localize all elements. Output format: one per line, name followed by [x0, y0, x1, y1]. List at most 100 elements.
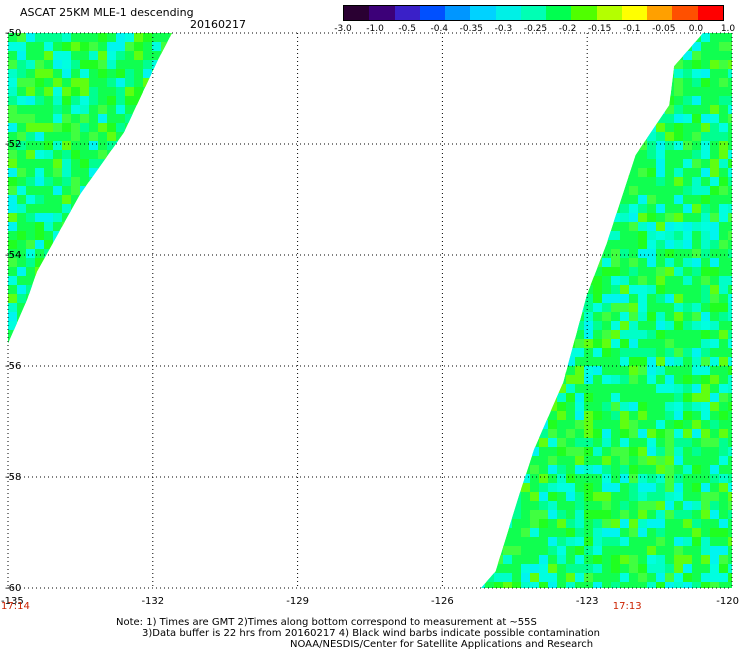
swath-cell	[332, 276, 341, 285]
swath-cell	[674, 33, 683, 42]
swath-cell	[656, 132, 665, 141]
swath-cell	[449, 492, 458, 501]
swath-cell	[197, 312, 206, 321]
swath-cell	[296, 339, 305, 348]
swath-cell	[17, 51, 26, 60]
swath-cell	[584, 321, 593, 330]
swath-cell	[386, 357, 395, 366]
swath-cell	[377, 348, 386, 357]
swath-cell	[359, 123, 368, 132]
swath-cell	[422, 258, 431, 267]
swath-cell	[107, 402, 116, 411]
swath-cell	[215, 384, 224, 393]
swath-cell	[206, 141, 215, 150]
swath-cell	[62, 465, 71, 474]
swath-cell	[287, 267, 296, 276]
swath-cell	[125, 195, 134, 204]
swath-cell	[251, 177, 260, 186]
swath-cell	[53, 168, 62, 177]
swath-cell	[251, 330, 260, 339]
swath-cell	[485, 123, 494, 132]
swath-cell	[431, 366, 440, 375]
swath-cell	[332, 240, 341, 249]
swath-cell	[134, 42, 143, 51]
swath-cell	[296, 231, 305, 240]
swath-cell	[440, 60, 449, 69]
swath-cell	[260, 447, 269, 456]
swath-cell	[251, 105, 260, 114]
swath-cell	[458, 411, 467, 420]
swath-cell	[350, 483, 359, 492]
swath-cell	[449, 402, 458, 411]
swath-cell	[278, 348, 287, 357]
swath-cell	[494, 96, 503, 105]
swath-cell	[161, 393, 170, 402]
swath-cell	[701, 168, 710, 177]
swath-cell	[332, 105, 341, 114]
swath-cell	[260, 393, 269, 402]
swath-cell	[242, 141, 251, 150]
swath-cell	[53, 231, 62, 240]
swath-cell	[521, 312, 530, 321]
swath-cell	[665, 240, 674, 249]
swath-cell	[602, 204, 611, 213]
swath-cell	[62, 582, 71, 591]
swath-cell	[35, 402, 44, 411]
swath-cell	[278, 141, 287, 150]
swath-cell	[224, 375, 233, 384]
swath-cell	[521, 258, 530, 267]
swath-cell	[431, 51, 440, 60]
swath-cell	[494, 420, 503, 429]
swath-cell	[359, 132, 368, 141]
swath-cell	[422, 150, 431, 159]
swath-cell	[458, 429, 467, 438]
swath-cell	[494, 294, 503, 303]
swath-cell	[431, 294, 440, 303]
swath-cell	[197, 186, 206, 195]
swath-cell	[530, 258, 539, 267]
swath-cell	[593, 87, 602, 96]
swath-cell	[242, 582, 251, 591]
swath-cell	[602, 132, 611, 141]
swath-cell	[62, 168, 71, 177]
swath-cell	[530, 339, 539, 348]
swath-cell	[179, 150, 188, 159]
swath-cell	[341, 465, 350, 474]
swath-cell	[35, 501, 44, 510]
swath-cell	[611, 168, 620, 177]
swath-cell	[269, 348, 278, 357]
swath-cell	[197, 123, 206, 132]
swath-cell	[656, 96, 665, 105]
swath-cell	[233, 339, 242, 348]
swath-cell	[143, 114, 152, 123]
swath-cell	[296, 123, 305, 132]
swath-cell	[530, 249, 539, 258]
swath-cell	[665, 132, 674, 141]
swath-cell	[485, 69, 494, 78]
swath-cell	[467, 105, 476, 114]
swath-cell	[359, 393, 368, 402]
swath-cell	[44, 51, 53, 60]
swath-cell	[701, 357, 710, 366]
swath-cell	[125, 285, 134, 294]
swath-cell	[197, 105, 206, 114]
swath-cell	[197, 33, 206, 42]
swath-cell	[413, 204, 422, 213]
swath-cell	[611, 51, 620, 60]
swath-cell	[494, 429, 503, 438]
swath-cell	[251, 204, 260, 213]
swath-cell	[107, 339, 116, 348]
swath-cell	[188, 240, 197, 249]
swath-cell	[692, 186, 701, 195]
swath-cell	[242, 393, 251, 402]
swath-cell	[377, 105, 386, 114]
swath-cell	[206, 240, 215, 249]
swath-cell	[107, 366, 116, 375]
swath-cell	[485, 249, 494, 258]
swath-cell	[206, 348, 215, 357]
swath-cell	[386, 87, 395, 96]
swath-cell	[206, 195, 215, 204]
swath-cell	[665, 60, 674, 69]
swath-cell	[557, 51, 566, 60]
swath-cell	[197, 258, 206, 267]
